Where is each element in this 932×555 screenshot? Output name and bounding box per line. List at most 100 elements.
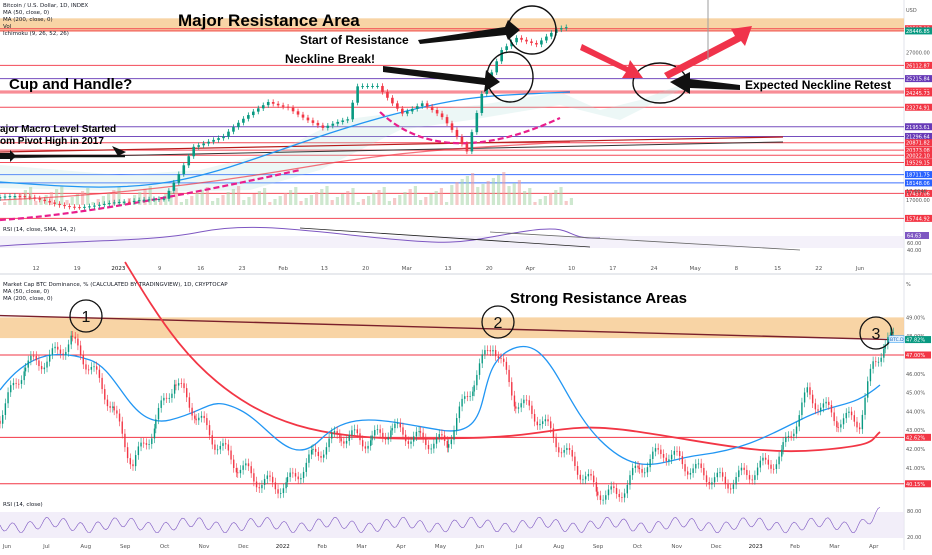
bottom-time-label: Apr: [396, 544, 406, 550]
candle-body: [177, 174, 181, 183]
top-legend-vol[interactable]: Vol: [3, 24, 12, 30]
dominance-candle-body: [419, 431, 422, 433]
dominance-candle-body: [85, 364, 87, 370]
dominance-candle-body: [539, 423, 541, 426]
dominance-candle-body: [782, 442, 784, 450]
dominance-candle-body: [759, 460, 761, 468]
dominance-candle-body: [756, 467, 759, 476]
candle-body: [540, 40, 543, 45]
resistance-circle-2: [481, 305, 515, 339]
candle-body: [276, 103, 280, 106]
dominance-candle-body: [438, 434, 440, 438]
top-price-tag-bg: [905, 151, 932, 159]
volume-bar: [138, 192, 142, 205]
dominance-candle-body: [18, 383, 20, 385]
bottom-legend-ma1[interactable]: MA (50, close, 0): [3, 289, 50, 295]
dominance-candle-body: [206, 418, 208, 426]
candle-body: [261, 105, 265, 109]
dominance-candle-body: [109, 406, 111, 408]
dominance-candle-body: [121, 421, 123, 434]
dominance-candle-body: [382, 432, 384, 438]
top-legend-ma2[interactable]: MA (200, close, 0): [3, 17, 53, 23]
bottom-legend-title[interactable]: Market Cap BTC Dominance, % (CALCULATED …: [3, 282, 228, 288]
top-time-label: 19: [74, 266, 81, 272]
top-rsi-label[interactable]: RSI (14, close, SMA, 14, 2): [3, 227, 76, 233]
dominance-candle-body: [98, 369, 101, 378]
resistance-circle-number-3: 3: [872, 326, 881, 343]
dominance-candle-body: [613, 486, 615, 489]
bottom-price-label: 45.00%: [906, 391, 925, 397]
volume-bar: [564, 201, 568, 205]
candle-body: [525, 39, 528, 42]
dominance-candle-body: [132, 464, 134, 467]
btc-d-tag-bg: [888, 335, 905, 343]
candle-body: [291, 107, 295, 112]
top-price-label: 20373.08: [906, 148, 930, 154]
candle-body: [58, 203, 61, 206]
dominance-candle-body: [356, 429, 359, 434]
candle-body: [187, 156, 191, 166]
dominance-candle-body: [641, 469, 643, 473]
top-price-label: 18148.06: [906, 181, 930, 187]
dominance-candle-body: [817, 409, 819, 411]
candle-body: [341, 120, 345, 122]
volume-bar: [346, 191, 350, 205]
bottom-legend-ma2[interactable]: MA (200, close, 0): [3, 296, 53, 302]
dominance-candle-body: [113, 406, 115, 411]
bottom-price-label: 43.00%: [906, 428, 925, 434]
dominance-candle-body: [239, 469, 242, 474]
resistance-circle-3: [859, 316, 893, 350]
bottom-rsi-label[interactable]: RSI (14, close): [3, 502, 43, 508]
dominance-candle-body: [837, 427, 839, 428]
dominance-candle-body: [269, 475, 271, 477]
candle-body: [415, 106, 419, 109]
candle-body: [78, 207, 81, 209]
dominance-candle-body: [544, 419, 547, 422]
candle-body: [227, 131, 230, 137]
volume-bar: [330, 200, 334, 205]
candle-body: [386, 91, 389, 98]
candle-body: [356, 86, 359, 103]
top-legend-title[interactable]: Bitcoin / U.S. Dollar, 1D, INDEX: [3, 3, 89, 9]
bottom-time-label: Dec: [711, 544, 722, 550]
cup-and-handle-label: Cup and Handle?: [9, 76, 133, 93]
dominance-candle-body: [478, 363, 481, 375]
bottom-time-label: Sep: [593, 544, 604, 550]
top-legend-ma1[interactable]: MA (50, close, 0): [3, 10, 50, 16]
dominance-candle-body: [555, 438, 557, 448]
dominance-candle-body: [27, 360, 29, 368]
top-price-label: 18711.75: [906, 173, 930, 179]
top-price-tag-bg: [905, 146, 932, 154]
dominance-candle-body: [830, 405, 833, 413]
dominance-candle-body: [644, 472, 646, 474]
candle-body: [217, 138, 220, 140]
top-legend-ichimoku[interactable]: Ichimoku (9, 26, 52, 26): [3, 31, 69, 37]
dominance-candle-body: [476, 374, 478, 386]
dominance-candle-body: [116, 410, 118, 414]
volume-bar: [382, 187, 386, 205]
bottom-diagonal-resistance: [0, 314, 905, 341]
top-rsi-value: 64.63: [907, 234, 921, 240]
candle-body: [401, 108, 404, 114]
volume-bar: [341, 194, 345, 205]
dominance-candle-body: [140, 442, 142, 447]
start-resistance-arrow: [418, 20, 520, 44]
dominance-candle-body: [361, 440, 364, 447]
volume-bar: [237, 186, 241, 205]
candle-body: [550, 32, 553, 37]
dominance-candle-body: [253, 473, 255, 482]
top-time-label: 8: [735, 266, 739, 272]
dominance-candle-body: [450, 439, 453, 445]
bottom-time-label: Aug: [553, 544, 564, 550]
bottom-ma50-line: [0, 345, 881, 466]
dominance-candle-body: [384, 437, 387, 440]
volume-bar: [512, 183, 516, 205]
candle-body: [162, 198, 166, 200]
volume-bar: [445, 202, 449, 205]
dominance-candle-body: [67, 344, 70, 352]
dominance-candle-body: [515, 406, 517, 409]
bottom-time-label: Mar: [356, 544, 367, 550]
dominance-candle-body: [511, 382, 513, 396]
macro-level-line-2: [0, 141, 784, 159]
dominance-candle-body: [638, 467, 641, 470]
